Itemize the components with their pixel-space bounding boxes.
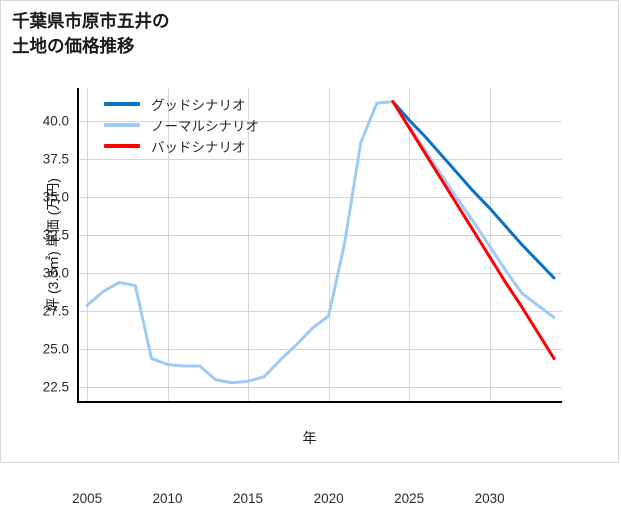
chart-legend: グッドシナリオ ノーマルシナリオ バッドシナリオ: [104, 93, 324, 156]
x-axis-title: 年: [302, 430, 317, 446]
gridline-horizontal: [79, 121, 562, 123]
gridline-vertical: [167, 88, 169, 401]
legend-label-normal: ノーマルシナリオ: [151, 118, 259, 134]
x-axis-tick-label: 2015: [232, 491, 264, 506]
gridline-horizontal: [79, 387, 562, 389]
y-axis-tick-label: 30.0: [42, 265, 69, 281]
gridline-vertical: [409, 88, 411, 401]
y-axis-tick-label: 25.0: [42, 341, 69, 357]
y-axis-tick-label: 22.5: [42, 379, 69, 395]
series-lines: [85, 100, 556, 385]
y-axis-tick-label: 40.0: [42, 113, 69, 129]
gridline-horizontal: [79, 235, 562, 237]
series-line: [85, 100, 556, 385]
gridline-vertical: [248, 88, 249, 401]
legend-swatch-good: [104, 101, 140, 106]
y-axis-tick-label: 37.5: [42, 151, 69, 167]
gridline-horizontal: [79, 349, 562, 351]
x-axis-tick-label: 2020: [313, 491, 344, 506]
gridline-vertical: [328, 88, 330, 401]
gridline-horizontal: [79, 273, 562, 275]
legend-label-good: グッドシナリオ: [151, 97, 246, 113]
x-axis-tick-label: 2005: [72, 491, 103, 506]
x-axis-tick-label: 2010: [152, 491, 183, 506]
y-axis-tick-label: 27.5: [42, 303, 69, 319]
gridline-horizontal: [79, 159, 562, 161]
y-axis-tick-label: 32.5: [42, 227, 69, 243]
legend-item-good[interactable]: グッドシナリオ: [104, 93, 324, 114]
legend-label-bad: バッドシナリオ: [151, 139, 246, 155]
page-title: 千葉県市原市五井の 土地の価格推移: [12, 11, 170, 56]
gridline-horizontal: [79, 197, 562, 199]
legend-swatch-bad: [104, 143, 140, 148]
gridline-vertical: [87, 88, 89, 401]
x-axis-tick-label: 2030: [474, 491, 505, 506]
legend-item-bad[interactable]: バッドシナリオ: [104, 135, 324, 156]
y-axis-tick-label: 35.0: [42, 189, 69, 205]
gridline-horizontal: [79, 311, 562, 313]
series-line: [391, 100, 556, 280]
legend-swatch-normal: [104, 122, 140, 127]
x-axis-tick-label: 2025: [394, 491, 425, 506]
series-line: [391, 100, 556, 360]
legend-item-normal[interactable]: ノーマルシナリオ: [104, 114, 324, 135]
